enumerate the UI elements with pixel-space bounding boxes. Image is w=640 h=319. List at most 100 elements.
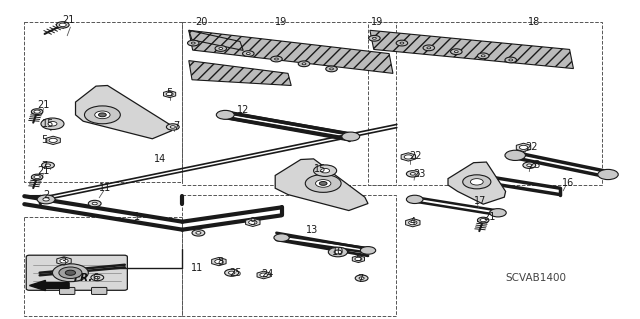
Polygon shape xyxy=(352,256,365,263)
Circle shape xyxy=(59,23,67,27)
Text: 1: 1 xyxy=(134,212,141,222)
Circle shape xyxy=(359,277,364,279)
Circle shape xyxy=(59,267,82,278)
Text: 16: 16 xyxy=(562,178,574,189)
Text: 13: 13 xyxy=(306,225,318,235)
Circle shape xyxy=(319,182,327,185)
Text: 22: 22 xyxy=(410,151,422,161)
Circle shape xyxy=(409,221,417,225)
Circle shape xyxy=(316,180,331,187)
Circle shape xyxy=(225,269,239,276)
Text: 7: 7 xyxy=(357,274,364,284)
Circle shape xyxy=(31,174,43,180)
Circle shape xyxy=(490,209,506,217)
Circle shape xyxy=(191,42,195,44)
Circle shape xyxy=(330,68,333,70)
Circle shape xyxy=(523,162,536,168)
Text: 10: 10 xyxy=(332,247,344,257)
Circle shape xyxy=(481,55,485,57)
Polygon shape xyxy=(448,162,506,204)
Polygon shape xyxy=(516,143,531,152)
Circle shape xyxy=(406,171,419,177)
Circle shape xyxy=(470,179,483,185)
Text: SCVAB1400: SCVAB1400 xyxy=(506,272,566,283)
FancyBboxPatch shape xyxy=(60,287,75,294)
Circle shape xyxy=(196,232,201,234)
Circle shape xyxy=(328,247,348,257)
Circle shape xyxy=(423,45,435,51)
Circle shape xyxy=(170,126,175,128)
Polygon shape xyxy=(189,30,243,50)
Circle shape xyxy=(34,110,40,113)
Text: 21: 21 xyxy=(63,15,75,25)
Polygon shape xyxy=(212,257,226,266)
Circle shape xyxy=(598,169,618,180)
Circle shape xyxy=(454,51,458,53)
Text: 21: 21 xyxy=(37,166,49,176)
Text: 5: 5 xyxy=(42,135,48,145)
Polygon shape xyxy=(275,159,368,211)
Circle shape xyxy=(396,40,408,46)
Circle shape xyxy=(404,155,413,159)
Circle shape xyxy=(305,174,341,192)
Text: 21: 21 xyxy=(37,100,49,110)
Circle shape xyxy=(215,259,223,263)
Circle shape xyxy=(246,53,250,55)
Circle shape xyxy=(302,63,306,65)
Circle shape xyxy=(271,56,282,62)
Text: 23: 23 xyxy=(413,169,425,179)
Polygon shape xyxy=(406,219,420,227)
Circle shape xyxy=(31,109,43,115)
Circle shape xyxy=(527,164,532,167)
Text: 5: 5 xyxy=(355,253,362,263)
Polygon shape xyxy=(76,85,172,139)
Circle shape xyxy=(228,271,235,274)
Circle shape xyxy=(355,257,362,261)
Circle shape xyxy=(92,202,97,205)
Circle shape xyxy=(91,274,104,281)
Bar xyxy=(24,22,182,182)
Text: 24: 24 xyxy=(261,269,273,279)
Circle shape xyxy=(99,113,106,117)
Polygon shape xyxy=(189,30,393,73)
Text: 8: 8 xyxy=(218,256,224,267)
Text: 5: 5 xyxy=(166,87,173,98)
Circle shape xyxy=(37,195,55,204)
Circle shape xyxy=(298,61,310,67)
Circle shape xyxy=(243,51,254,56)
Text: 6: 6 xyxy=(93,272,99,283)
Polygon shape xyxy=(46,136,60,145)
Circle shape xyxy=(88,200,101,207)
Circle shape xyxy=(505,57,516,63)
Circle shape xyxy=(95,276,100,279)
Circle shape xyxy=(216,110,234,119)
Circle shape xyxy=(427,47,431,49)
Circle shape xyxy=(52,264,88,282)
Circle shape xyxy=(406,195,423,204)
Text: 12: 12 xyxy=(237,105,249,115)
Text: 3: 3 xyxy=(61,256,67,267)
Circle shape xyxy=(334,250,342,254)
Circle shape xyxy=(219,48,223,49)
FancyBboxPatch shape xyxy=(26,255,127,290)
Circle shape xyxy=(274,234,289,241)
Circle shape xyxy=(463,175,491,189)
Circle shape xyxy=(166,93,173,96)
Polygon shape xyxy=(401,153,415,161)
Bar xyxy=(182,22,396,185)
Circle shape xyxy=(260,273,268,277)
Polygon shape xyxy=(370,30,573,69)
Circle shape xyxy=(520,145,527,149)
Text: 9: 9 xyxy=(250,217,256,227)
Text: 7: 7 xyxy=(42,161,48,171)
Polygon shape xyxy=(163,91,176,98)
Circle shape xyxy=(326,66,337,72)
Text: 7: 7 xyxy=(173,121,179,131)
Text: 17: 17 xyxy=(474,196,486,206)
Circle shape xyxy=(451,49,462,55)
Circle shape xyxy=(42,162,54,168)
Text: 14: 14 xyxy=(154,154,166,165)
Text: 2: 2 xyxy=(44,189,50,200)
Circle shape xyxy=(95,111,110,119)
Bar xyxy=(24,217,182,316)
